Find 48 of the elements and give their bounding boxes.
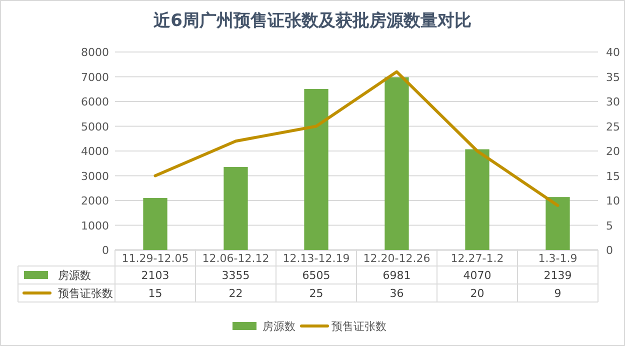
y2-tick-label: 40 bbox=[606, 46, 620, 59]
x-tick-label: 12.06-12.12 bbox=[202, 252, 270, 265]
data-label: 6981 bbox=[382, 269, 411, 282]
data-label: 36 bbox=[390, 287, 404, 300]
y-tick-label: 3000 bbox=[81, 170, 109, 183]
data-label: 20 bbox=[470, 287, 484, 300]
y2-tick-label: 10 bbox=[606, 194, 620, 208]
y2-tick-label: 25 bbox=[606, 120, 620, 134]
legend-label: 预售证张数 bbox=[58, 287, 113, 300]
data-label: 15 bbox=[148, 287, 162, 300]
legend-label: 房源数 bbox=[58, 269, 91, 282]
data-label: 9 bbox=[554, 287, 562, 300]
y-tick-label: 5000 bbox=[81, 120, 109, 134]
chart-title: 近6周广州预售证张数及获批房源数量对比 bbox=[152, 11, 472, 31]
y-tick-label: 1000 bbox=[81, 219, 109, 232]
data-label: 3355 bbox=[222, 269, 250, 282]
x-tick-label: 11.29-12.05 bbox=[122, 252, 189, 265]
x-tick-label: 12.20-12.26 bbox=[363, 252, 430, 265]
data-label: 2103 bbox=[141, 269, 170, 282]
y2-tick-label: 35 bbox=[606, 70, 620, 84]
y-tick-label: 2000 bbox=[81, 194, 109, 208]
y2-tick-label: 5 bbox=[606, 219, 613, 232]
text: 预售证张数 bbox=[332, 320, 386, 333]
y2-tick-label: 20 bbox=[606, 145, 620, 158]
bar bbox=[143, 198, 168, 250]
data-label: 22 bbox=[228, 287, 243, 300]
y-tick-label: 7000 bbox=[81, 70, 109, 84]
data-label: 25 bbox=[309, 287, 324, 300]
y-tick-label: 8000 bbox=[81, 46, 109, 59]
text: 房源数 bbox=[262, 320, 296, 333]
y-tick-label: 6000 bbox=[81, 96, 109, 108]
bar bbox=[304, 89, 328, 250]
x-tick-label: 12.13-12.19 bbox=[282, 252, 350, 265]
y2-tick-label: 15 bbox=[606, 170, 620, 183]
y2-tick-label: 30 bbox=[606, 96, 620, 108]
bar bbox=[546, 197, 570, 250]
y-tick-label: 4000 bbox=[81, 145, 109, 158]
data-label: 6505 bbox=[302, 269, 330, 282]
data-label: 4070 bbox=[463, 269, 492, 282]
data-label: 2139 bbox=[544, 269, 572, 282]
y-tick-label: 0 bbox=[102, 244, 109, 257]
bar bbox=[465, 149, 490, 250]
x-tick-label: 12.27-1.2 bbox=[450, 252, 504, 265]
x-tick-label: 1.3-1.9 bbox=[538, 252, 578, 265]
bar bbox=[384, 77, 409, 250]
line-series bbox=[154, 70, 560, 207]
y2-tick-label: 0 bbox=[606, 244, 613, 257]
bar bbox=[224, 166, 248, 250]
